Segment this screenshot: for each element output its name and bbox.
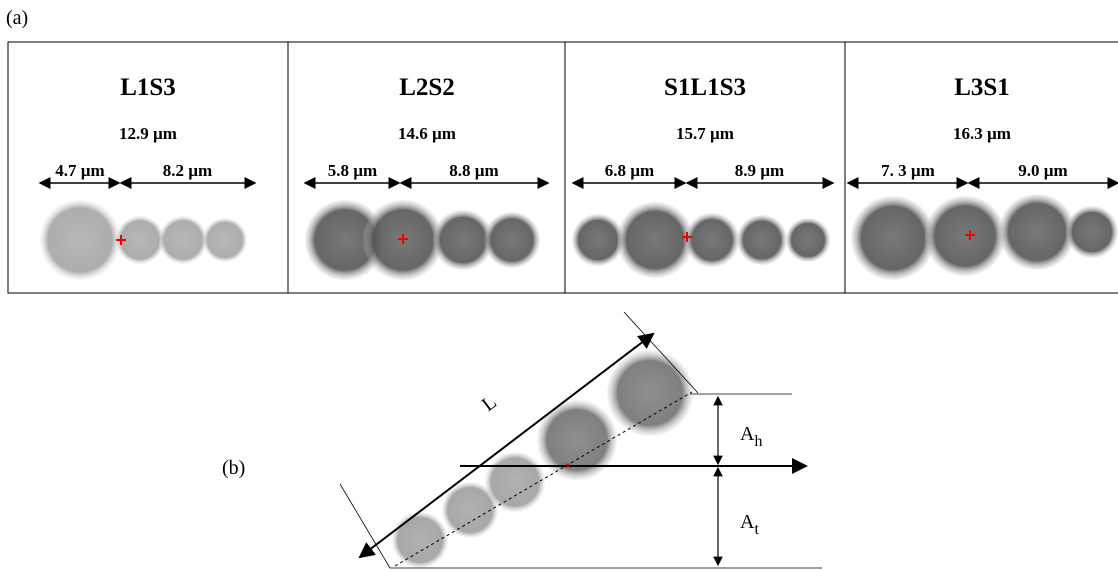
panel-title: L2S2	[399, 74, 455, 101]
total-length: 14.6 µm	[398, 124, 456, 143]
particle-chain	[392, 350, 693, 568]
panel-label: (a)	[6, 7, 28, 29]
panels: L1S3 12.9 µm 4.7 µm 8.2 µm L2S2 14.6 µm 5.8 µm…	[40, 74, 1118, 280]
sphere	[607, 350, 693, 436]
right-length: 8.9 µm	[735, 161, 784, 180]
panel-label: (b)	[222, 457, 245, 479]
right-length: 8.2 µm	[163, 161, 212, 180]
head-label: Ah	[740, 423, 762, 450]
center-marker: ×	[564, 459, 572, 474]
sphere	[203, 218, 247, 262]
sphere	[786, 218, 830, 262]
left-length: 4.7 µm	[55, 161, 104, 180]
sphere	[572, 214, 624, 266]
left-length: 5.8 µm	[328, 161, 377, 180]
symbol: A	[740, 423, 755, 445]
sphere	[392, 512, 448, 568]
panel-title: S1L1S3	[664, 74, 746, 101]
length-label: L	[478, 391, 501, 416]
sphere	[999, 194, 1075, 270]
left-length: 6.8 µm	[605, 161, 654, 180]
symbol: A	[740, 511, 755, 533]
total-length: 16.3 µm	[953, 124, 1011, 143]
panel-title: L1S3	[120, 74, 176, 101]
sphere	[685, 213, 739, 267]
sphere	[484, 212, 540, 268]
sphere	[485, 452, 545, 512]
subscript: h	[754, 433, 762, 450]
sphere	[40, 200, 120, 280]
sphere	[617, 202, 693, 278]
sphere	[159, 216, 207, 264]
sphere	[1066, 206, 1118, 258]
panel-title: L3S1	[954, 74, 1010, 101]
guide-line	[340, 484, 390, 568]
right-length: 8.8 µm	[449, 161, 498, 180]
sphere	[737, 215, 787, 265]
right-length: 9.0 µm	[1018, 161, 1067, 180]
tail-label: At	[740, 511, 759, 538]
subscript: t	[754, 521, 759, 538]
total-length: 12.9 µm	[119, 124, 177, 143]
sphere	[851, 196, 935, 280]
total-length: 15.7 µm	[676, 124, 734, 143]
figure: (a) L1S3 12.9 µm 4.7 µm 8.2 µm L2S2 14.6 µm 5.…	[0, 0, 1118, 570]
left-length: 7. 3 µm	[881, 161, 935, 180]
